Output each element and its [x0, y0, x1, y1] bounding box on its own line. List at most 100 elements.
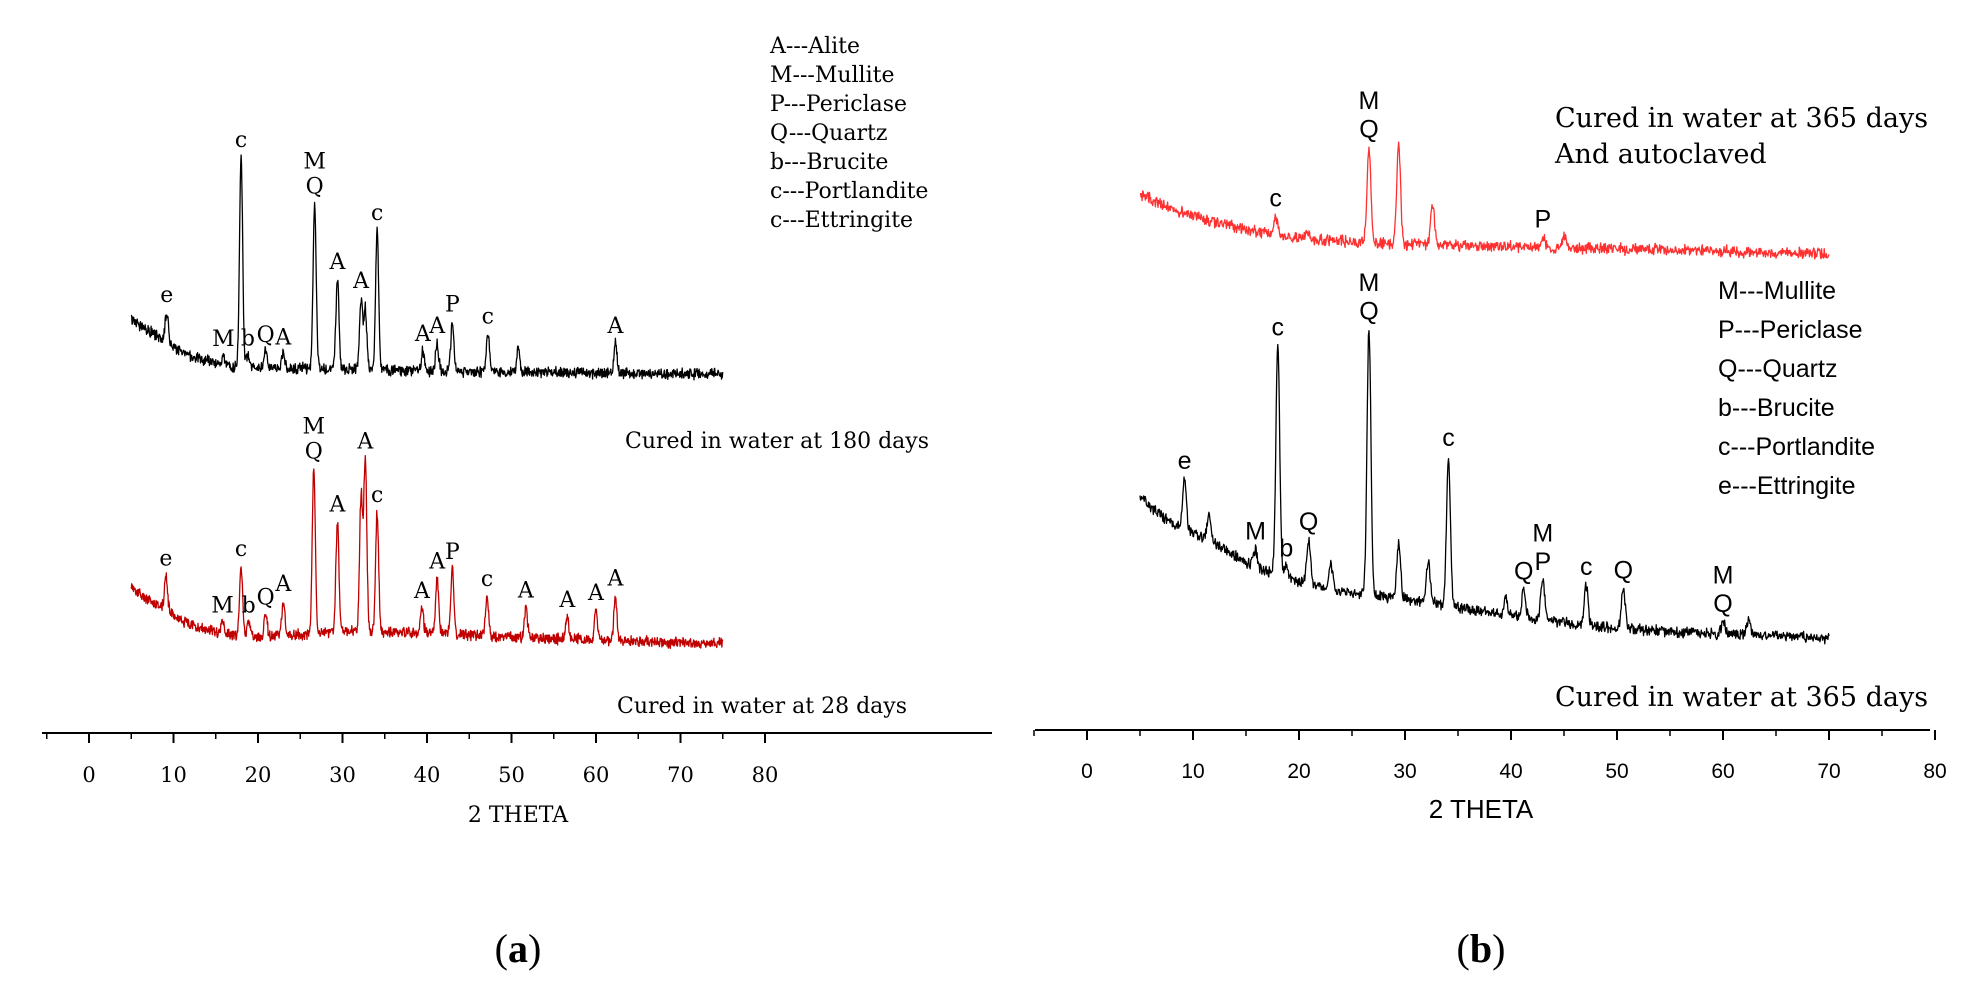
peak-label: c	[481, 567, 493, 592]
x-tick-label: 70	[1817, 760, 1840, 783]
panel-b-caption: (b)	[1457, 926, 1506, 971]
x-tick-label: 60	[1711, 760, 1734, 783]
peak-label: A	[328, 250, 346, 275]
peak-label: Q	[1299, 508, 1318, 536]
panel-a-series-28-days-label: Cured in water at 28 days	[617, 694, 907, 719]
peak-label: b	[1279, 534, 1293, 562]
x-tick-label: 80	[752, 763, 779, 787]
peak-label: e	[159, 547, 172, 572]
peak-label: M	[212, 327, 235, 352]
panel-a-legend: A---Alite M---Mullite P---Periclase Q---Qua…	[769, 34, 928, 233]
peak-label: b	[241, 326, 255, 351]
x-tick-label: 20	[1287, 760, 1310, 783]
panel-b-letter: b	[1470, 926, 1492, 971]
peak-label: e	[1178, 447, 1192, 475]
panel-a-letter: a	[508, 926, 528, 971]
panel-a-ticks: 0 10 20 30 40 50 60 70 80	[46, 733, 779, 787]
panel-a-series-180-days-label: Cured in water at 180 days	[625, 429, 929, 454]
peak-label: A	[274, 325, 292, 350]
legend-entry: Q---Quartz	[770, 121, 887, 146]
diffractogram-line	[1139, 329, 1830, 645]
x-tick-label: 30	[329, 763, 356, 787]
x-tick-label: 50	[498, 763, 525, 787]
panel-b-series-365-days-label: Cured in water at 365 days	[1555, 682, 1928, 713]
peak-label: A	[428, 314, 446, 339]
peak-label: c	[1269, 185, 1282, 213]
peak-label: c	[1442, 424, 1455, 452]
legend-entry: b---Brucite	[770, 150, 888, 175]
peak-label: A	[356, 430, 374, 455]
diffractogram-line	[1139, 141, 1830, 260]
legend-entry: c---Portlandite	[770, 179, 928, 204]
panel-a-x-axis-label: 2 THETA	[468, 803, 569, 828]
x-tick-label: 50	[1605, 760, 1628, 783]
legend-entry: P---Periclase	[770, 92, 907, 117]
peak-label: Q	[1614, 556, 1633, 584]
x-tick-label: 30	[1393, 760, 1416, 783]
legend-entry: c---Portlandite	[1718, 433, 1875, 461]
peak-label: Q	[1514, 558, 1533, 586]
peak-label: A	[352, 269, 370, 294]
x-tick-label: 80	[1923, 760, 1946, 783]
x-tick-label: 0	[1081, 760, 1093, 783]
peak-label: A	[517, 579, 535, 604]
peak-label: A	[414, 322, 432, 347]
panel-b-series	[1139, 141, 1830, 645]
peak-label: c	[482, 305, 494, 330]
legend-entry: Q---Quartz	[1718, 355, 1837, 383]
peak-label: c	[235, 537, 247, 562]
peak-label: e	[160, 283, 173, 308]
panel-a-caption: (a)	[495, 926, 542, 971]
x-tick-label: 70	[667, 763, 694, 787]
peak-label: A	[274, 572, 292, 597]
panel-b-legend: M---Mullite P---Periclase Q---Quartz b---Br…	[1718, 277, 1875, 500]
panel-b-series-autoclaved-label: Cured in water at 365 days And autoclaved	[1554, 103, 1928, 170]
peak-label: c	[235, 128, 247, 153]
peak-label: c	[371, 483, 383, 508]
peak-label: c	[1272, 313, 1285, 341]
peak-label: c	[371, 201, 383, 226]
x-tick-label: 0	[82, 763, 95, 787]
peak-label: A	[606, 567, 624, 592]
diffractogram-line	[130, 455, 724, 650]
diffractogram-line	[130, 154, 724, 381]
peak-label: A	[328, 492, 346, 517]
panel-b-x-axis-label: 2 THETA	[1429, 794, 1534, 824]
legend-entry: b---Brucite	[1718, 394, 1835, 422]
peak-label: M	[1245, 517, 1266, 545]
panel-a-series	[130, 154, 724, 650]
peak-label: A	[428, 549, 446, 574]
peak-label: M	[211, 594, 234, 619]
legend-entry: c---Ettringite	[770, 208, 913, 233]
x-tick-label: 20	[245, 763, 272, 787]
peak-label: P	[445, 540, 460, 565]
peak-label: A	[587, 581, 605, 606]
legend-entry: A---Alite	[769, 34, 860, 59]
peak-label: Q	[257, 586, 275, 611]
x-tick-label: 40	[414, 763, 441, 787]
legend-entry: M---Mullite	[1718, 277, 1836, 305]
peak-label: c	[1580, 553, 1593, 581]
x-tick-label: 10	[160, 763, 187, 787]
x-tick-label: 10	[1181, 760, 1204, 783]
legend-entry: P---Periclase	[1718, 316, 1862, 344]
peak-label: A	[413, 579, 431, 604]
peak-label: A	[606, 314, 624, 339]
peak-label: P	[1534, 206, 1551, 234]
panel-b-ticks: 0 10 20 30 40 50 60 70 80	[1033, 730, 1947, 783]
legend-entry: e---Ettringite	[1718, 472, 1856, 500]
peak-label: P	[445, 292, 460, 317]
legend-entry: M---Mullite	[770, 63, 895, 88]
peak-label: A	[558, 588, 576, 613]
